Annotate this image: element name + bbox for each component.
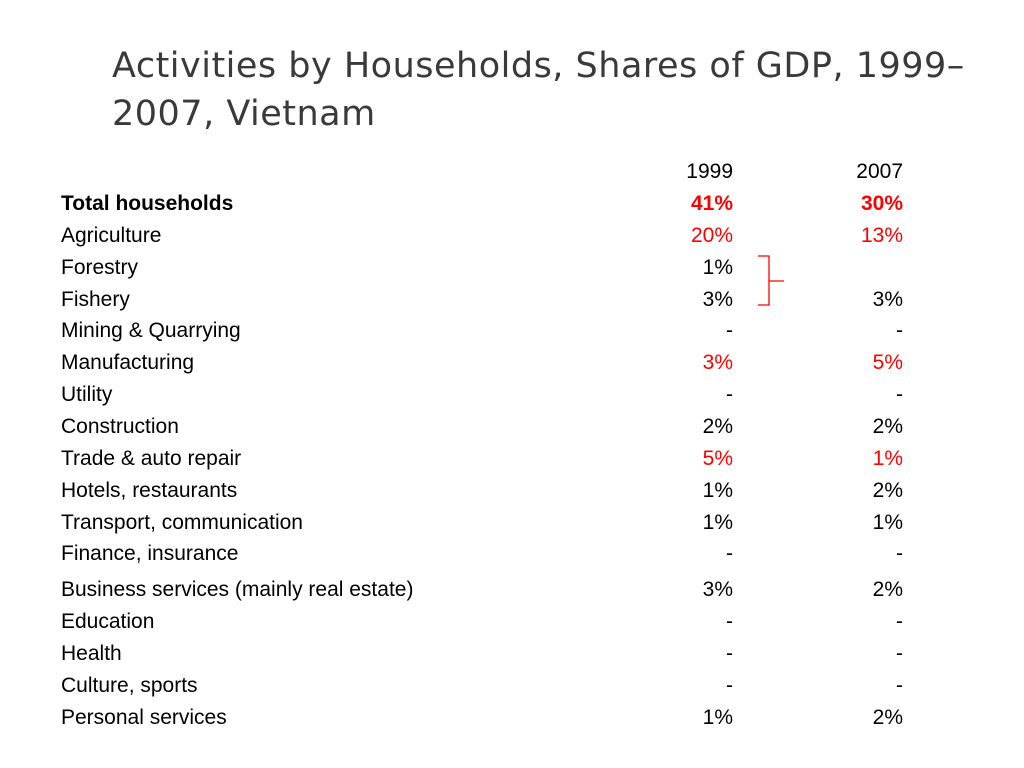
value-2007-manufacturing: 5% (872, 351, 903, 374)
row-label-education: Education (61, 610, 155, 633)
value-1999-finance-insurance: - (726, 542, 733, 565)
value-1999-business-services: 3% (702, 578, 733, 601)
value-1999-forestry: 1% (702, 256, 733, 279)
value-2007-mining-quarrying: - (896, 319, 903, 342)
row-label-hotels-restaurants: Hotels, restaurants (61, 479, 238, 502)
value-2007-finance-insurance: - (896, 542, 903, 565)
row-label-fishery: Fishery (61, 288, 130, 311)
value-1999-culture-sports: - (726, 674, 733, 697)
value-2007-trade-auto-repair: 1% (872, 447, 903, 470)
value-1999-agriculture: 20% (690, 224, 733, 247)
row-label-utility: Utility (61, 383, 113, 406)
value-2007-business-services: 2% (872, 578, 903, 601)
row-label-culture-sports: Culture, sports (61, 674, 198, 697)
column-header-2007: 2007 (856, 160, 903, 183)
value-1999-trade-auto-repair: 5% (702, 447, 733, 470)
value-2007-personal-services: 2% (872, 706, 903, 729)
value-2007-total-households: 30% (860, 192, 903, 215)
row-label-trade-auto-repair: Trade & auto repair (61, 447, 242, 470)
value-1999-fishery: 3% (702, 288, 733, 311)
row-label-finance-insurance: Finance, insurance (61, 542, 239, 565)
row-label-agriculture: Agriculture (61, 224, 162, 247)
value-2007-fishery: 3% (872, 288, 903, 311)
value-1999-construction: 2% (702, 415, 733, 438)
value-2007-agriculture: 13% (860, 224, 903, 247)
value-2007-culture-sports: - (896, 674, 903, 697)
row-label-mining-quarrying: Mining & Quarrying (61, 319, 241, 342)
value-2007-hotels-restaurants: 2% (872, 479, 903, 502)
value-2007-health: - (896, 642, 903, 665)
value-1999-mining-quarrying: - (726, 319, 733, 342)
value-1999-transport-communication: 1% (702, 511, 733, 534)
row-label-transport-communication: Transport, communication (61, 511, 303, 534)
value-2007-education: - (896, 610, 903, 633)
row-label-forestry: Forestry (61, 256, 139, 279)
grouping-bracket (758, 255, 784, 306)
value-1999-utility: - (726, 383, 733, 406)
column-header-1999: 1999 (686, 160, 733, 183)
row-label-total-households: Total households (61, 192, 234, 215)
value-1999-health: - (726, 642, 733, 665)
value-1999-total-households: 41% (690, 192, 733, 215)
value-2007-construction: 2% (872, 415, 903, 438)
value-1999-personal-services: 1% (702, 706, 733, 729)
value-1999-manufacturing: 3% (702, 351, 733, 374)
value-1999-hotels-restaurants: 1% (702, 479, 733, 502)
slide-title: Activities by Households, Shares of GDP,… (112, 46, 965, 134)
row-label-health: Health (61, 642, 122, 665)
value-2007-transport-communication: 1% (872, 511, 903, 534)
row-label-business-services: Business services (mainly real estate) (61, 578, 414, 601)
row-label-manufacturing: Manufacturing (61, 351, 195, 374)
value-2007-utility: - (896, 383, 903, 406)
row-label-personal-services: Personal services (61, 706, 227, 729)
value-1999-education: - (726, 610, 733, 633)
row-label-construction: Construction (61, 415, 179, 438)
